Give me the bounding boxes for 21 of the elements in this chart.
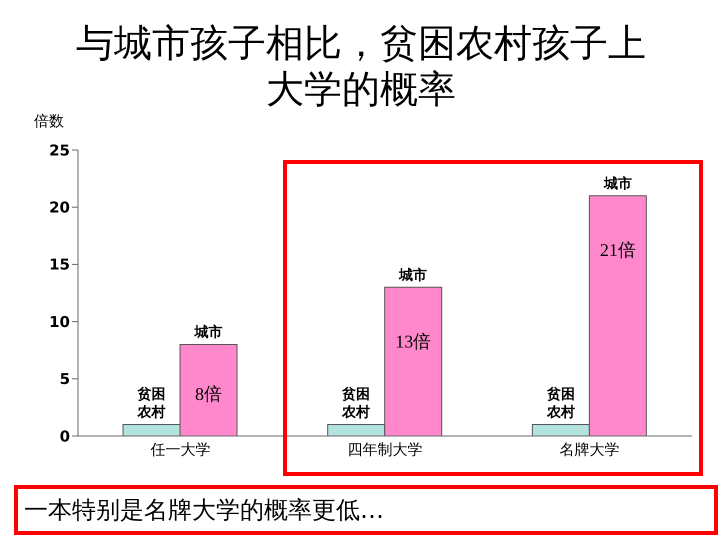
x-tick-label: 四年制大学 bbox=[348, 440, 422, 459]
y-tick-label: 15 bbox=[49, 256, 70, 274]
y-tick-label: 20 bbox=[49, 198, 70, 217]
text: 贫困农村 bbox=[546, 386, 575, 421]
text: 贫困农村 bbox=[342, 386, 370, 421]
x-tick-label: 任一大学 bbox=[149, 440, 210, 459]
y-axis-title: 倍数 bbox=[34, 112, 64, 131]
data-label: 8倍 bbox=[195, 384, 222, 404]
y-tick-label: 10 bbox=[49, 312, 70, 331]
y-tick-label: 25 bbox=[49, 141, 70, 160]
text: 一本特别是名牌大学的概率更低… bbox=[14, 485, 718, 535]
data-label: 21倍 bbox=[600, 240, 636, 260]
text: 城市 bbox=[604, 176, 632, 192]
y-tick-label: 5 bbox=[60, 370, 70, 388]
x-tick-label: 名牌大学 bbox=[560, 440, 620, 459]
series-label: 城市 bbox=[194, 323, 223, 340]
text: 城市 bbox=[399, 267, 428, 284]
y-tick-label: 0 bbox=[60, 427, 70, 446]
series-label: 贫困农村 bbox=[136, 386, 166, 421]
chart-title: 与城市孩子相比，贫困农村孩子上大学的概率 bbox=[75, 20, 647, 112]
data-label: 13倍 bbox=[395, 331, 432, 352]
